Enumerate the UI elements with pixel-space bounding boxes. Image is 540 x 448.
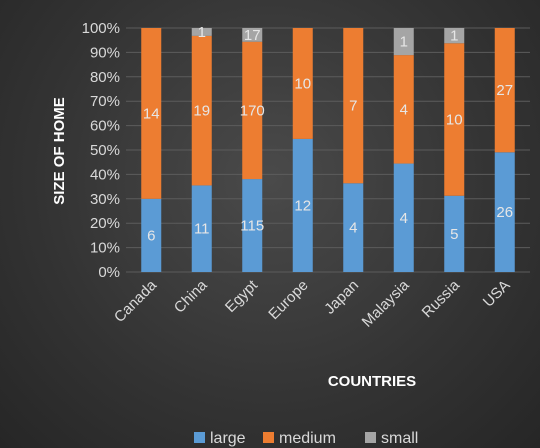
data-label: 4 (349, 220, 357, 237)
bar-segment-large (343, 183, 364, 272)
data-label: 26 (496, 204, 513, 221)
data-label: 5 (450, 226, 458, 243)
y-tick-label: 60% (90, 118, 120, 135)
legend-label-medium: medium (279, 430, 336, 447)
bar-segment-large (292, 138, 313, 272)
y-tick-label: 100% (82, 20, 120, 37)
bars (141, 28, 515, 272)
x-category-label: USA (480, 277, 514, 311)
data-label: 4 (400, 210, 408, 227)
data-label: 14 (143, 105, 160, 122)
y-axis-ticks: 0% 10% 20% 30% 40% 50% 60% 70% 80% 90% 100% (82, 20, 120, 281)
bar-segment-small (393, 28, 414, 56)
x-category-label: China (171, 276, 211, 316)
data-label: 10 (294, 75, 311, 92)
x-category-label: Japan (321, 277, 362, 318)
y-tick-label: 70% (90, 93, 120, 110)
data-label: 4 (400, 101, 408, 118)
x-category-label: Canada (111, 276, 161, 326)
y-tick-label: 90% (90, 44, 120, 61)
bar-segment-medium (242, 41, 263, 180)
y-tick-label: 20% (90, 215, 120, 232)
bar-segment-large (191, 185, 212, 272)
data-label: 6 (147, 227, 155, 244)
legend: large medium small (194, 430, 418, 447)
y-tick-label: 10% (90, 240, 120, 257)
data-label: 10 (446, 112, 463, 129)
bar-segment-large (242, 179, 263, 272)
x-category-label: Malaysia (359, 276, 413, 330)
y-tick-label: 50% (90, 142, 120, 159)
bar-segment-large (393, 163, 414, 272)
y-tick-label: 40% (90, 166, 120, 183)
bar-segment-medium (444, 43, 465, 196)
bar-segment-medium (494, 28, 515, 153)
legend-swatch-medium (263, 432, 274, 443)
y-tick-label: 30% (90, 191, 120, 208)
bar-segment-small (444, 28, 465, 44)
y-tick-label: 80% (90, 69, 120, 86)
bar-segment-medium (191, 35, 212, 186)
legend-label-large: large (210, 430, 246, 447)
gridlines (126, 27, 530, 273)
bar-segment-medium (141, 28, 162, 199)
bar-segment-medium (343, 28, 364, 184)
bar-segment-large (494, 152, 515, 272)
data-label: 17 (244, 27, 261, 44)
bar-segment-medium (292, 28, 313, 139)
data-label: 27 (496, 82, 513, 99)
data-label: 1 (198, 24, 206, 41)
data-label: 170 (240, 102, 265, 119)
x-axis-title: COUNTRIES (328, 373, 416, 390)
x-category-label: Russia (419, 276, 464, 321)
data-label: 1 (400, 34, 408, 51)
data-label: 19 (193, 103, 210, 120)
y-axis-title: SIZE OF HOME (51, 97, 68, 205)
data-label: 115 (240, 218, 264, 235)
data-labels: 6 14 11 19 1 115 170 17 12 10 4 7 4 4 1 5 10 1 26 27 (143, 24, 513, 244)
legend-swatch-large (194, 432, 205, 443)
legend-label-small: small (381, 430, 418, 447)
data-label: 7 (349, 98, 357, 115)
data-label: 12 (294, 197, 311, 214)
y-tick-label: 0% (98, 264, 120, 281)
bar-segment-small (191, 28, 212, 36)
x-category-label: Europe (265, 277, 311, 323)
legend-swatch-small (365, 432, 376, 443)
bar-segment-small (242, 28, 263, 42)
x-category-label: Egypt (222, 276, 262, 316)
data-label: 11 (194, 221, 210, 238)
data-label: 1 (450, 28, 458, 45)
bar-segment-large (444, 195, 465, 272)
bar-segment-medium (393, 55, 414, 164)
bar-segment-large (141, 198, 162, 272)
